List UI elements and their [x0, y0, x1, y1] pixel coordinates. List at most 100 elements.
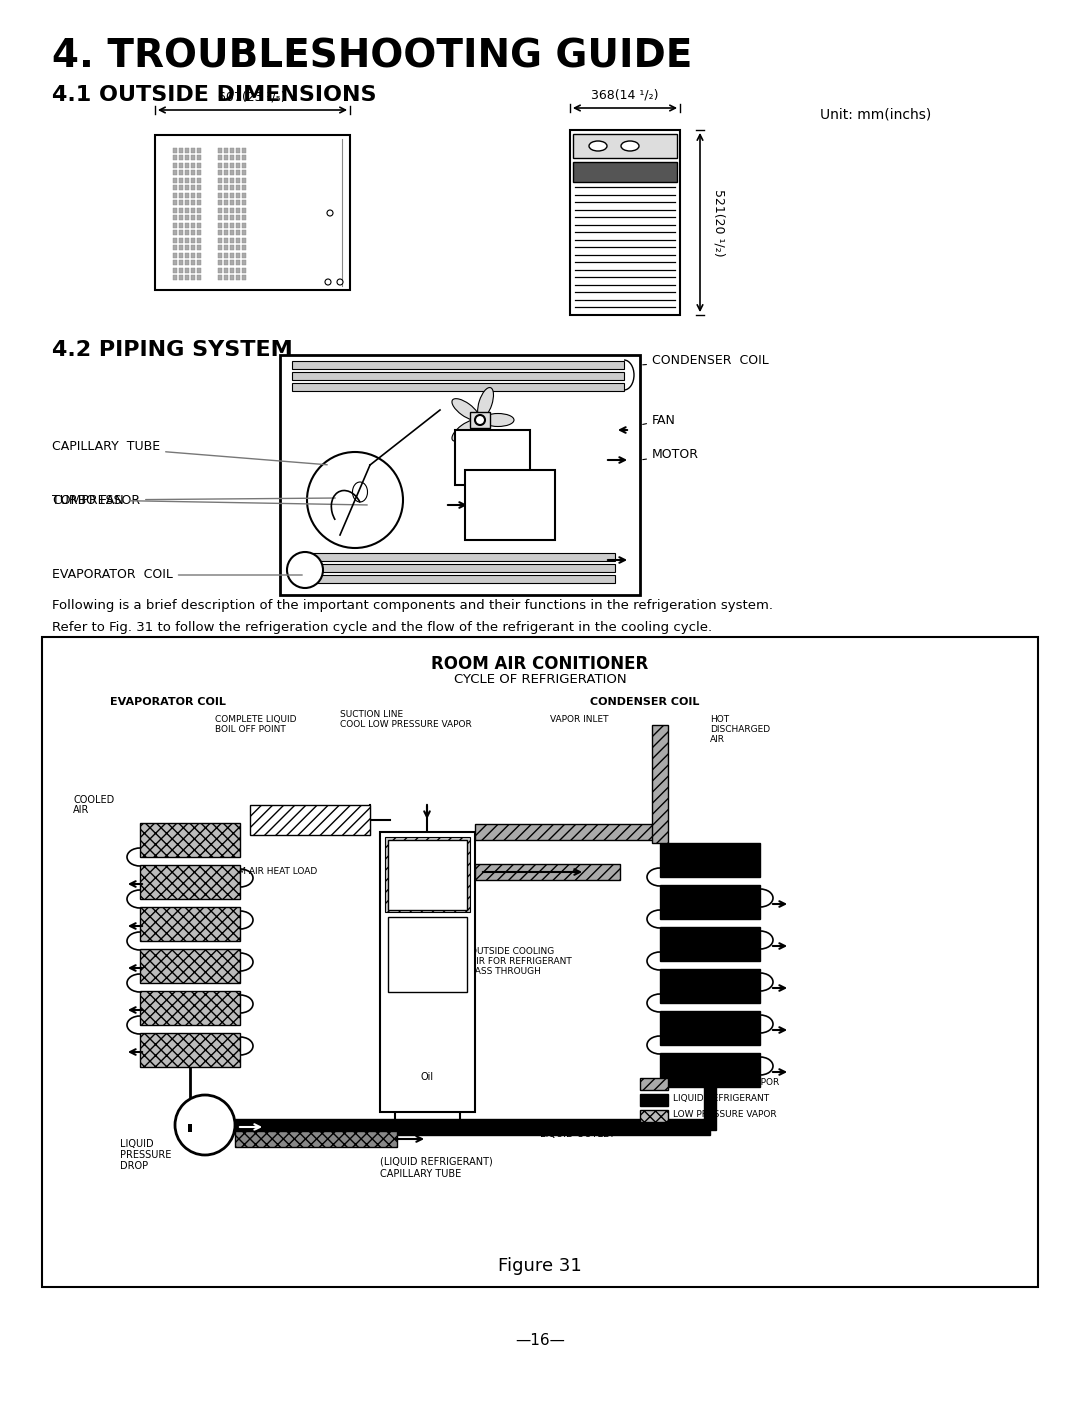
- Bar: [455, 430, 530, 485]
- Bar: [140, 823, 240, 857]
- Bar: [224, 267, 228, 273]
- Bar: [384, 837, 470, 912]
- Bar: [140, 948, 240, 984]
- Bar: [242, 163, 246, 167]
- Bar: [179, 237, 183, 243]
- Bar: [185, 275, 189, 280]
- Text: COOL LOW PRESSURE VAPOR: COOL LOW PRESSURE VAPOR: [340, 719, 472, 729]
- Text: COMPRESSOR: COMPRESSOR: [52, 493, 335, 506]
- Bar: [179, 230, 183, 235]
- Bar: [218, 177, 222, 183]
- Text: TURBO FAN: TURBO FAN: [52, 493, 367, 506]
- Text: EVAPORATOR  COIL: EVAPORATOR COIL: [52, 569, 302, 582]
- Text: BOIL OFF POINT: BOIL OFF POINT: [215, 725, 286, 733]
- Bar: [197, 253, 201, 257]
- Bar: [380, 832, 475, 1111]
- Text: DROP: DROP: [120, 1161, 148, 1170]
- Text: LIQUID REFRIGERANT: LIQUID REFRIGERANT: [673, 1094, 769, 1103]
- Bar: [242, 260, 246, 266]
- Bar: [242, 222, 246, 228]
- Bar: [179, 222, 183, 228]
- Bar: [156, 135, 350, 289]
- Bar: [42, 636, 1038, 1287]
- Bar: [218, 222, 222, 228]
- Bar: [224, 208, 228, 212]
- Bar: [570, 131, 680, 315]
- Bar: [218, 230, 222, 235]
- Bar: [224, 148, 228, 153]
- Text: Oil: Oil: [420, 1072, 433, 1082]
- Text: Refer to Fig. 31 to follow the refrigeration cycle and the flow of the refrigera: Refer to Fig. 31 to follow the refrigera…: [52, 621, 712, 634]
- Bar: [470, 412, 490, 429]
- Text: 607(23 ³/₅): 607(23 ³/₅): [218, 91, 286, 104]
- Bar: [237, 230, 240, 235]
- Bar: [191, 163, 195, 167]
- Bar: [197, 148, 201, 153]
- Bar: [230, 170, 234, 176]
- Bar: [237, 170, 240, 176]
- Ellipse shape: [482, 413, 514, 427]
- Bar: [660, 969, 760, 1003]
- Bar: [224, 222, 228, 228]
- Bar: [224, 185, 228, 190]
- Bar: [185, 222, 189, 228]
- Text: 4.1 OUTSIDE DIMENSIONS: 4.1 OUTSIDE DIMENSIONS: [52, 84, 377, 105]
- Text: HOT: HOT: [710, 715, 729, 724]
- Bar: [197, 177, 201, 183]
- Bar: [185, 267, 189, 273]
- Bar: [242, 215, 246, 221]
- Bar: [179, 192, 183, 198]
- Bar: [191, 230, 195, 235]
- Bar: [475, 864, 620, 880]
- Bar: [197, 208, 201, 212]
- Bar: [197, 267, 201, 273]
- Bar: [230, 215, 234, 221]
- Text: (LIQUID REFRIGERANT): (LIQUID REFRIGERANT): [380, 1156, 492, 1168]
- Bar: [224, 177, 228, 183]
- Text: CAPILLARY  TUBE: CAPILLARY TUBE: [52, 441, 327, 465]
- Bar: [197, 200, 201, 205]
- Bar: [173, 215, 177, 221]
- Bar: [230, 253, 234, 257]
- Bar: [185, 253, 189, 257]
- Bar: [218, 244, 222, 250]
- Text: Unit: mm(inchs): Unit: mm(inchs): [820, 107, 931, 121]
- Text: MOTOR: MOTOR: [643, 448, 699, 461]
- Bar: [218, 192, 222, 198]
- Text: ROOM AIR HEAT LOAD: ROOM AIR HEAT LOAD: [218, 867, 318, 875]
- Bar: [191, 200, 195, 205]
- Text: 4.2 PIPING SYSTEM: 4.2 PIPING SYSTEM: [52, 340, 293, 360]
- Bar: [237, 208, 240, 212]
- Bar: [173, 200, 177, 205]
- Bar: [237, 163, 240, 167]
- Bar: [237, 185, 240, 190]
- Text: —16—: —16—: [515, 1333, 565, 1347]
- Bar: [242, 230, 246, 235]
- Bar: [218, 148, 222, 153]
- Text: PRESSURE: PRESSURE: [120, 1151, 172, 1161]
- Bar: [179, 208, 183, 212]
- Circle shape: [337, 280, 343, 285]
- Bar: [191, 170, 195, 176]
- Bar: [242, 148, 246, 153]
- Bar: [224, 200, 228, 205]
- Bar: [173, 237, 177, 243]
- Bar: [197, 275, 201, 280]
- Bar: [140, 1033, 240, 1066]
- Bar: [224, 163, 228, 167]
- Bar: [280, 355, 640, 594]
- Bar: [197, 237, 201, 243]
- Bar: [197, 230, 201, 235]
- Text: SUCTION LINE: SUCTION LINE: [340, 710, 403, 719]
- Text: LOW PRESSURE VAPOR: LOW PRESSURE VAPOR: [673, 1110, 777, 1118]
- Bar: [218, 155, 222, 160]
- Bar: [185, 155, 189, 160]
- Bar: [235, 1118, 710, 1135]
- Bar: [173, 230, 177, 235]
- Bar: [179, 148, 183, 153]
- Bar: [185, 177, 189, 183]
- Bar: [185, 200, 189, 205]
- Bar: [179, 155, 183, 160]
- Bar: [185, 170, 189, 176]
- Bar: [191, 192, 195, 198]
